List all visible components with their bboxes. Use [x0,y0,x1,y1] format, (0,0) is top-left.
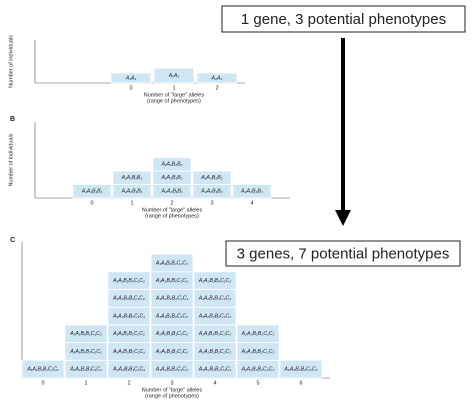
panel-letter: C [10,237,15,244]
genotype-label: A₂A₂B₁B₂C₂C₂ [241,349,275,355]
x-tick-label: 4 [250,200,253,206]
x-tick-label: 2 [170,200,173,206]
x-axis-label: Number of "large" alleles [144,92,205,98]
x-tick-label: 0 [90,200,93,206]
genotype-label: A₂A₂B₁B₂C₁C₂ [198,278,232,284]
x-axis-sublabel: (range of phenotypes) [145,393,199,399]
genotype-label: A₁A₂B₁B₂C₁C₂ [155,367,188,373]
genotype-label: A₂A₂B₁B₂C₁C₁ [155,349,189,355]
panel-letter: B [10,116,15,123]
x-tick-label: 2 [127,380,130,386]
x-tick-label: 4 [213,380,216,386]
genotype-label: A₁A₂B₁B₂ [160,175,182,181]
x-tick-label: 3 [210,200,213,206]
genotype-label: A₁A₂ [168,73,180,79]
genotype-box [64,324,108,343]
genotype-box [150,253,194,273]
genotype-label: A₂A₂B₁B₁C₁C₂ [155,331,188,337]
genotype-label: A₁A₁B₂B₂C₂C₂ [198,331,232,337]
genotype-label: A₂A₂B₁B₁C₁C₁ [112,367,145,373]
genotype-box [112,170,152,185]
genotype-label: A₂A₂B₁B₁ [160,189,182,195]
y-axis-label: Number of individuals [8,133,14,186]
genotype-box [232,184,272,199]
callout-box [225,240,461,267]
genotype-label: A₁A₂B₂B₂C₁C₂ [198,313,232,319]
x-tick-label: 6 [299,380,302,386]
x-tick-label: 1 [172,85,175,91]
genotype-label: A₁A₁ [125,75,137,81]
x-axis-label: Number of "large" alleles [142,387,203,393]
x-axis-sublabel: (range of phenotypes) [145,213,199,219]
genotype-label: A₁A₂B₁B₁ [121,189,143,195]
genotype-box [21,359,65,379]
genotype-label: A₁A₂B₁B₁C₁C₁ [69,367,102,373]
genotype-label: A₂A₂B₂B₂ [240,189,263,195]
x-tick-label: 3 [170,380,173,386]
genotype-box [153,67,195,84]
genotype-box [152,157,192,172]
x-tick-label: 1 [84,380,87,386]
callout-text: 3 genes, 7 potential phenotypes [237,245,450,262]
callout-text: 1 gene, 3 potential phenotypes [241,11,446,28]
genotype-label: A₁A₂B₂B₂ [200,175,222,181]
genotype-label: A₂A₂ [211,75,223,81]
genotype-label: A₁A₁B₂B₂C₁C₂ [155,313,188,319]
genotype-label: A₂A₂B₁B₂ [200,189,222,195]
x-axis-sublabel: (range of phenotypes) [147,98,201,104]
genotype-label: A₂A₂B₂B₂C₁C₂ [241,331,275,337]
genotype-label: A₁A₁B₁B₁ [81,189,103,195]
genotype-label: A₁A₂B₁B₁C₂C₂ [155,278,188,284]
genotype-label: A₁A₂B₁B₂C₂C₂ [198,296,232,302]
genotype-label: A₁A₁B₁B₁C₁C₂ [69,331,102,337]
genotype-label: A₁A₂B₁B₁C₁C₂ [112,296,145,302]
x-tick-label: 5 [256,380,259,386]
genotype-box [110,72,152,84]
x-tick-label: 0 [41,380,44,386]
genotype-label: A₁A₂B₁B₂C₁C₁ [112,313,145,319]
genotype-box [279,359,323,379]
genotype-label: A₁A₁B₁B₁C₁C₁ [26,367,59,373]
genotype-box [193,271,237,290]
genotype-box [236,324,280,343]
callout-box [221,5,466,33]
genotype-label: A₂A₂B₂B₂C₁C₁ [198,367,232,373]
genotype-label: A₁A₁B₁B₁C₂C₂ [112,331,145,337]
arrow-head [335,210,351,226]
genotype-label: A₁A₂B₂B₂C₁C₁ [155,296,189,302]
genotype-box [72,184,112,199]
x-axis-label: Number of "large" alleles [142,207,203,213]
y-axis-label: Number of individuals [8,35,14,88]
genotype-label: A₁A₁B₁B₂C₂C₂ [155,260,188,266]
x-tick-label: 1 [130,200,133,206]
genotype-label: A₁A₁B₁B₂C₁C₁ [69,349,102,355]
genotype-box [196,72,238,84]
x-tick-label: 0 [129,85,132,91]
y-axis-label: Number of individuals [0,283,1,336]
x-tick-label: 2 [215,85,218,91]
genotype-box [192,170,232,185]
genotype-label: A₁A₁B₂B₂C₁C₁ [112,349,145,355]
genotype-label: A₂A₂B₁B₁C₂C₂ [198,349,232,355]
genotype-label: A₁A₂B₂B₂C₂C₂ [241,367,275,373]
genotype-box [107,271,151,290]
genotype-label: A₁A₁B₁B₂ [121,175,143,181]
genotype-label: A₁A₁B₂B₂ [160,162,182,168]
genotype-label: A₁A₁B₁B₂C₁C₂ [112,278,145,284]
genotype-label: A₂A₂B₂B₂C₂C₂ [283,367,317,373]
